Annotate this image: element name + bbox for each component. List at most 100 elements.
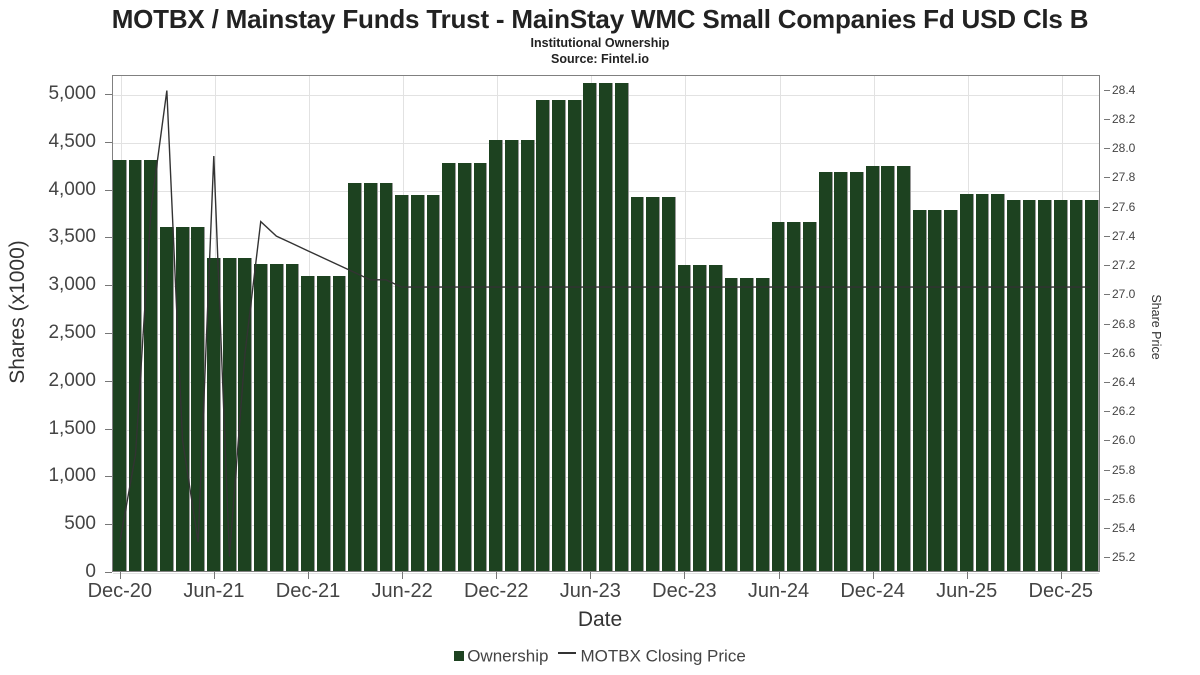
bar[interactable] — [191, 226, 206, 571]
bar[interactable] — [1053, 200, 1068, 571]
bar[interactable] — [458, 162, 472, 571]
bar[interactable] — [677, 265, 692, 571]
bar[interactable] — [536, 99, 551, 571]
bar[interactable] — [630, 197, 645, 571]
bar[interactable] — [1038, 200, 1053, 571]
bar[interactable] — [661, 197, 676, 571]
y-axis-right-tick-mark — [1104, 89, 1110, 91]
bar[interactable] — [567, 99, 582, 571]
bar[interactable] — [128, 160, 143, 571]
bar[interactable] — [316, 275, 331, 571]
bar[interactable] — [269, 264, 284, 571]
bar[interactable] — [473, 162, 488, 571]
y-axis-tick-mark — [105, 285, 112, 287]
bar[interactable] — [599, 82, 613, 571]
y-axis-tick-mark — [105, 524, 112, 526]
bar[interactable] — [254, 264, 268, 571]
y-axis-right-tick-label: 26.2 — [1112, 404, 1136, 419]
y-axis-tick-label: 500 — [64, 513, 96, 535]
page-title: MOTBX / Mainstay Funds Trust - MainStay … — [111, 4, 1089, 34]
bar[interactable] — [755, 277, 770, 571]
bar[interactable] — [865, 165, 880, 571]
y-axis-right-tick-label: 25.4 — [1112, 521, 1136, 536]
y-axis-tick-mark — [105, 141, 112, 143]
price-line — [119, 90, 1091, 557]
y-axis-tick-mark — [105, 476, 112, 478]
bar[interactable] — [834, 171, 849, 571]
legend-label-ownership[interactable]: Ownership — [467, 646, 549, 666]
y-axis-right-tick-mark — [1104, 118, 1110, 120]
bar[interactable] — [520, 139, 535, 571]
x-axis-tick-label: Jun-23 — [559, 580, 621, 602]
bar[interactable] — [1022, 200, 1037, 571]
bar[interactable] — [771, 222, 786, 571]
bar[interactable] — [881, 165, 896, 571]
legend-label-price[interactable]: MOTBX Closing Price — [580, 646, 746, 666]
x-axis-tick-mark — [119, 572, 121, 579]
x-axis-tick-mark — [402, 572, 404, 579]
bar[interactable] — [724, 277, 739, 571]
bar[interactable] — [959, 194, 974, 571]
x-axis-tick-mark — [966, 572, 968, 579]
bar[interactable] — [222, 258, 237, 571]
bar[interactable] — [1006, 200, 1021, 571]
chart-source: Source: Fintel.io — [551, 52, 649, 66]
bar[interactable] — [803, 222, 817, 571]
bar[interactable] — [410, 194, 425, 571]
bar[interactable] — [818, 171, 833, 571]
y-axis-right-label: Share Price — [1149, 294, 1163, 360]
bar[interactable] — [395, 194, 410, 571]
x-axis-label: Date — [577, 608, 623, 631]
y-axis-right-tick-mark — [1104, 235, 1110, 237]
y-axis-right-tick-mark — [1104, 177, 1110, 179]
bar[interactable] — [332, 275, 347, 571]
bar[interactable] — [442, 162, 457, 571]
bar[interactable] — [912, 209, 927, 571]
bar-layer — [113, 76, 1100, 571]
bar[interactable] — [897, 165, 911, 571]
bar[interactable] — [301, 275, 315, 571]
bar[interactable] — [991, 194, 1006, 571]
y-axis-label: Shares (x1000) — [6, 240, 29, 384]
chart-legend: Ownership MOTBX Closing Price — [0, 646, 1200, 667]
bar[interactable] — [850, 171, 864, 571]
legend-swatch-price — [558, 651, 577, 654]
bar[interactable] — [113, 160, 127, 571]
y-axis-right-tick-mark — [1104, 440, 1110, 442]
x-axis-tick-label: Dec-20 — [87, 580, 153, 602]
bar[interactable] — [489, 139, 504, 571]
y-axis-right-tick-mark — [1104, 498, 1110, 500]
bar[interactable] — [426, 194, 441, 571]
bar[interactable] — [708, 265, 723, 571]
bar[interactable] — [552, 99, 566, 571]
bar[interactable] — [285, 264, 300, 571]
bar[interactable] — [583, 82, 598, 571]
bar[interactable] — [175, 226, 190, 571]
x-axis-tick-mark — [1060, 572, 1062, 579]
bar[interactable] — [238, 258, 253, 571]
y-axis-right-tick-label: 28.0 — [1112, 141, 1136, 156]
bar[interactable] — [614, 82, 629, 571]
bar[interactable] — [740, 277, 755, 571]
y-axis-right-tick-mark — [1104, 148, 1110, 150]
bar[interactable] — [975, 194, 990, 571]
bar[interactable] — [505, 139, 519, 571]
bar[interactable] — [1069, 200, 1084, 571]
bar[interactable] — [646, 197, 660, 571]
bar[interactable] — [944, 209, 958, 571]
y-axis-right-tick-mark — [1104, 323, 1110, 325]
y-axis-right-tick-label: 27.6 — [1112, 199, 1136, 214]
y-axis-tick-label: 3,500 — [48, 226, 96, 248]
y-axis-right-tick-mark — [1104, 469, 1110, 471]
y-axis-tick-label: 3,000 — [48, 274, 96, 296]
bar[interactable] — [693, 265, 708, 571]
bar[interactable] — [787, 222, 802, 571]
x-axis-tick-label: Jun-21 — [183, 580, 245, 602]
bar[interactable] — [928, 209, 943, 571]
bar[interactable] — [160, 226, 174, 571]
bar[interactable] — [348, 182, 363, 571]
bar[interactable] — [1085, 200, 1100, 571]
y-axis-tick-label: 5,000 — [48, 83, 96, 105]
bar[interactable] — [207, 258, 221, 571]
